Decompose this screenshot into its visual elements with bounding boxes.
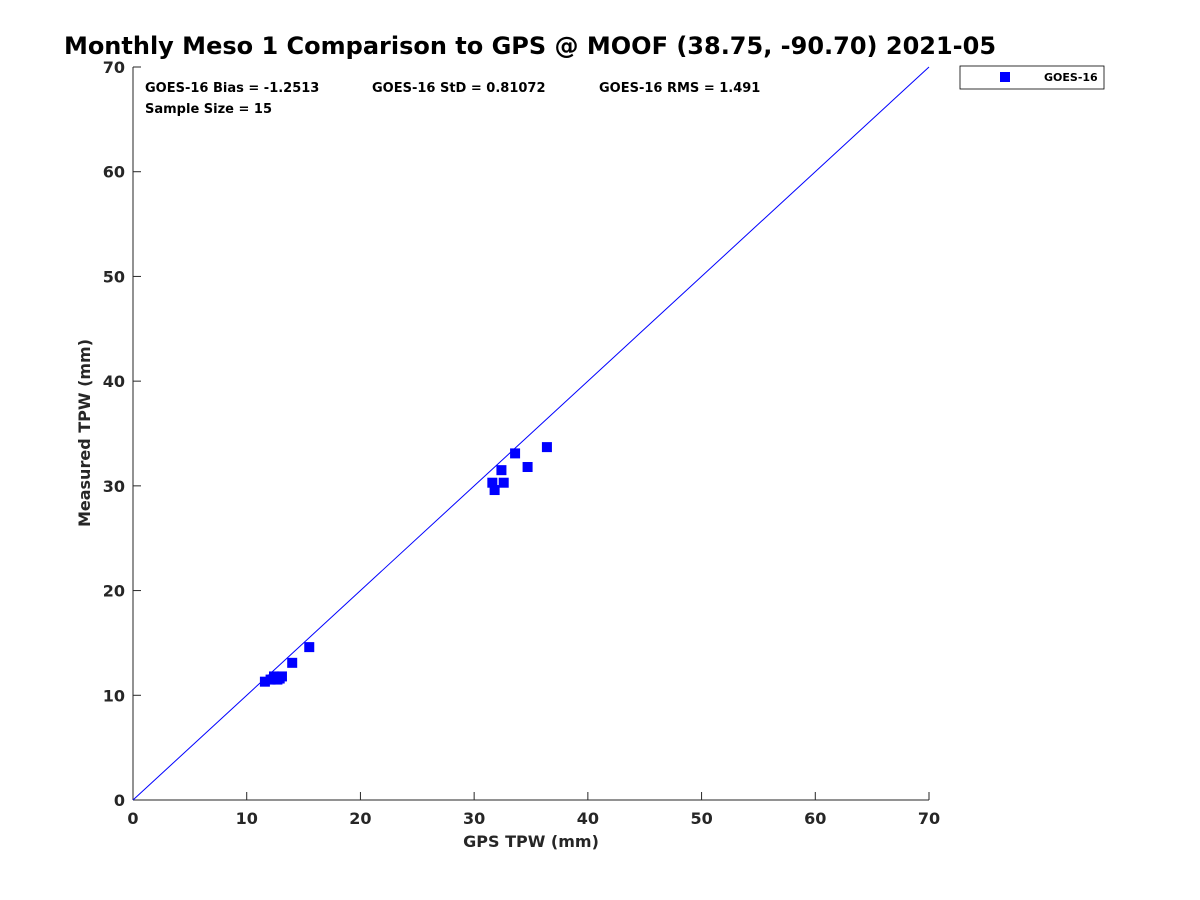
- data-point: [522, 462, 533, 473]
- x-tick-label: 50: [690, 809, 712, 828]
- data-point: [510, 448, 521, 459]
- data-point: [287, 657, 298, 668]
- data-point: [274, 673, 285, 684]
- one-to-one-reference-line: [132, 66, 930, 801]
- legend: GOES-16: [959, 65, 1105, 90]
- y-tick-label: 50: [103, 267, 125, 286]
- y-tick-label: 20: [103, 582, 125, 601]
- x-axis-label: GPS TPW (mm): [463, 832, 599, 851]
- y-tick-label: 40: [103, 372, 125, 391]
- y-tick-label: 10: [103, 686, 125, 705]
- x-tick-label: 70: [918, 809, 940, 828]
- legend-label-goes16: GOES-16: [1044, 71, 1098, 84]
- legend-box: [959, 65, 1105, 90]
- y-tick-label: 0: [114, 791, 125, 810]
- reference-line-group: [132, 66, 930, 801]
- stat-rms: GOES-16 RMS = 1.491: [599, 81, 760, 96]
- x-tick-label: 10: [236, 809, 258, 828]
- data-point: [489, 485, 500, 496]
- data-point: [496, 465, 507, 476]
- y-tick-label: 60: [103, 163, 125, 182]
- x-tick-label: 0: [127, 809, 138, 828]
- stat-sample-size: Sample Size = 15: [145, 102, 272, 117]
- x-tick-label: 20: [349, 809, 371, 828]
- x-tick-label: 40: [577, 809, 599, 828]
- stat-std: GOES-16 StD = 0.81072: [372, 81, 546, 96]
- data-point: [304, 642, 315, 653]
- y-axis-label: Measured TPW (mm): [75, 339, 94, 527]
- data-point: [259, 676, 270, 687]
- x-tick-label: 30: [463, 809, 485, 828]
- data-point: [487, 477, 498, 488]
- data-point: [498, 477, 509, 488]
- data-point: [541, 442, 552, 453]
- y-tick-label: 30: [103, 477, 125, 496]
- data-points: [259, 442, 552, 687]
- x-tick-label: 60: [804, 809, 826, 828]
- y-tick-label: 70: [103, 58, 125, 77]
- stat-bias: GOES-16 Bias = -1.2513: [145, 81, 319, 96]
- chart-title: Monthly Meso 1 Comparison to GPS @ MOOF …: [64, 32, 996, 60]
- axes: 0 10 20 30 40 50 60 70 0 10 20 30 40 50 60 70: [103, 58, 940, 828]
- legend-marker-goes16: [1000, 72, 1010, 82]
